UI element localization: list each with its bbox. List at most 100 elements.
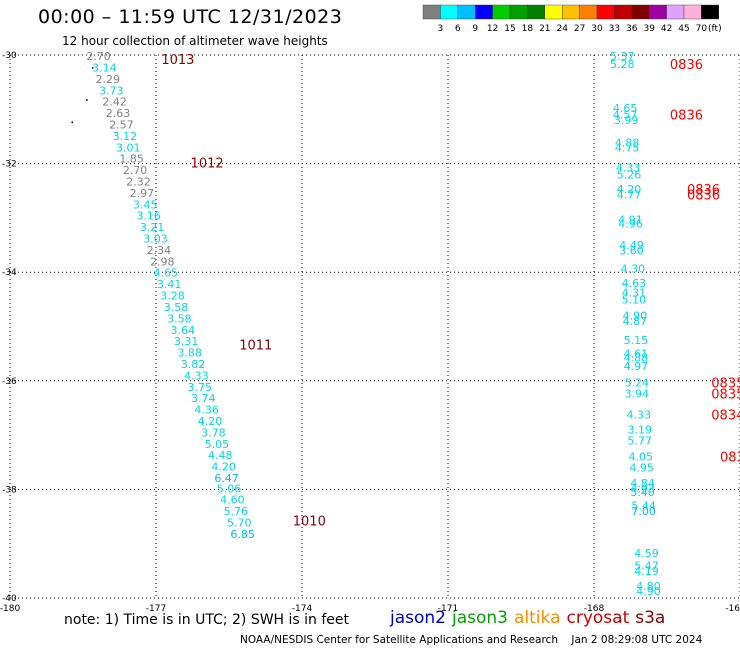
time-label: 1010	[293, 514, 326, 529]
mission-altika: altika	[514, 608, 561, 628]
swh-value: 4.33	[627, 408, 652, 421]
swh-value: 5.47	[634, 559, 659, 572]
swh-value: 3.03	[143, 233, 168, 246]
mission-jason2: jason2	[390, 608, 446, 628]
colorbar-swatch	[422, 4, 441, 20]
swh-value: 4.63	[622, 277, 647, 290]
swh-value: 5.24	[625, 376, 650, 389]
swh-value: 3.75	[188, 381, 213, 394]
colorbar-label: 6	[455, 24, 461, 34]
swh-value: 4.87	[623, 315, 648, 328]
swh-value: 4.30	[621, 262, 646, 275]
swh-value: 4.88	[624, 351, 649, 364]
swh-value: 2.98	[150, 255, 175, 268]
swh-value: 4.93	[630, 482, 655, 495]
swh-value: 4.97	[624, 360, 649, 373]
colorbar-swatch	[596, 4, 615, 20]
x-tick-label: -171	[438, 604, 458, 614]
colorbar-legend: 3 6 9 12 15 18 21 24 27 30 33 36 39 42 45 70 (ft)	[422, 4, 722, 34]
colorbar-swatch	[562, 4, 580, 20]
colorbar-swatch	[579, 4, 598, 20]
swh-value: 7.00	[631, 505, 656, 518]
colorbar-swatch	[527, 4, 546, 20]
track-point	[85, 99, 88, 101]
swh-value: 4.61	[624, 348, 649, 361]
swh-value: 3.88	[177, 347, 202, 360]
colorbar-label: 39	[643, 24, 655, 34]
y-tick-label: -34	[2, 268, 17, 278]
time-label: 0834	[720, 450, 740, 465]
y-tick-label: -40	[2, 594, 17, 604]
colorbar-label: 24	[556, 24, 568, 34]
swh-value: 3.58	[164, 301, 189, 314]
grid-lines	[9, 54, 740, 599]
x-tick-label: -180	[0, 604, 20, 614]
time-label: 0835	[711, 376, 740, 391]
swh-value: 3.74	[191, 392, 216, 405]
swh-value: 5.70	[227, 517, 252, 530]
swh-value: 2.57	[109, 119, 134, 132]
swh-value: 4.90	[623, 310, 648, 323]
swh-value: 3.19	[627, 424, 652, 437]
mission-legend: jason2 jason3 altika cryosat s3a	[390, 608, 671, 628]
colorbar-swatch	[475, 4, 493, 20]
x-tick-label: -177	[146, 604, 166, 614]
swh-value: 5.15	[624, 334, 649, 347]
colorbar-swatch	[631, 4, 650, 20]
track-point	[91, 67, 94, 69]
colorbar-swatch	[649, 4, 667, 20]
swh-value: 3.60	[619, 244, 644, 257]
time-label: 0835	[711, 387, 740, 402]
track-point	[71, 121, 74, 124]
colorbar-label: 9	[472, 24, 478, 34]
colorbar-swatch	[509, 4, 528, 20]
swh-value: 2.29	[96, 73, 121, 86]
time-label: 1012	[191, 157, 224, 172]
swh-value: 3.82	[181, 358, 206, 371]
swh-value: 6.85	[230, 528, 255, 541]
swh-value: 2.70	[123, 164, 148, 177]
swh-value: 2.42	[102, 96, 127, 109]
page-subtitle: 12 hour collection of altimeter wave hei…	[62, 34, 328, 48]
mission-s3a: s3a	[635, 608, 666, 628]
time-label: 1011	[239, 338, 272, 353]
swh-value: 4.65	[153, 267, 178, 280]
swh-value: 4.88	[615, 136, 640, 149]
swh-value: 6.47	[214, 472, 239, 485]
generated-timestamp: Jan 2 08:29:08 UTC 2024	[571, 634, 703, 646]
colorbar-label: 18	[522, 24, 534, 34]
colorbar-label: 45	[678, 24, 689, 34]
swh-value: 4.19	[634, 565, 659, 578]
swh-value: 3.99	[614, 114, 639, 127]
swh-value: 3.31	[174, 335, 199, 348]
swh-value: 1.85	[119, 153, 144, 166]
colorbar-swatch	[440, 4, 458, 20]
swh-value: 4.80	[636, 580, 661, 593]
swh-value: 4.84	[630, 477, 655, 490]
track-points	[71, 67, 94, 124]
credit-line: NOAA/NESDIS Center for Satellite Applica…	[240, 634, 712, 646]
colorbar-swatch	[701, 4, 720, 20]
swh-value: 3.21	[140, 221, 165, 234]
swh-value: 4.96	[618, 217, 643, 230]
swh-value: 4.90	[636, 585, 661, 598]
page-title: 00:00 – 11:59 UTC 12/31/2023	[38, 6, 343, 28]
time-label: 0836	[687, 189, 720, 204]
y-tick-label: -30	[2, 51, 17, 61]
swh-value: 5.28	[610, 58, 635, 71]
colorbar-swatch	[666, 4, 685, 20]
swh-value: 3.78	[201, 426, 226, 439]
swh-value: 5.10	[622, 293, 647, 306]
time-label: 0836	[687, 183, 720, 198]
pressure-labels: 1013101210111010083608360836083608350835…	[161, 53, 740, 600]
x-tick-label: -174	[292, 604, 313, 614]
swh-value: 3.41	[157, 278, 182, 291]
colorbar-label: 30	[591, 24, 603, 34]
swh-value: 4.20	[211, 461, 236, 474]
y-tick-label: -36	[2, 377, 17, 387]
swh-value: 2.63	[106, 107, 131, 120]
colorbar-label: 36	[626, 24, 638, 34]
colorbar-label: 33	[609, 24, 620, 34]
time-label: 0836	[670, 109, 703, 124]
